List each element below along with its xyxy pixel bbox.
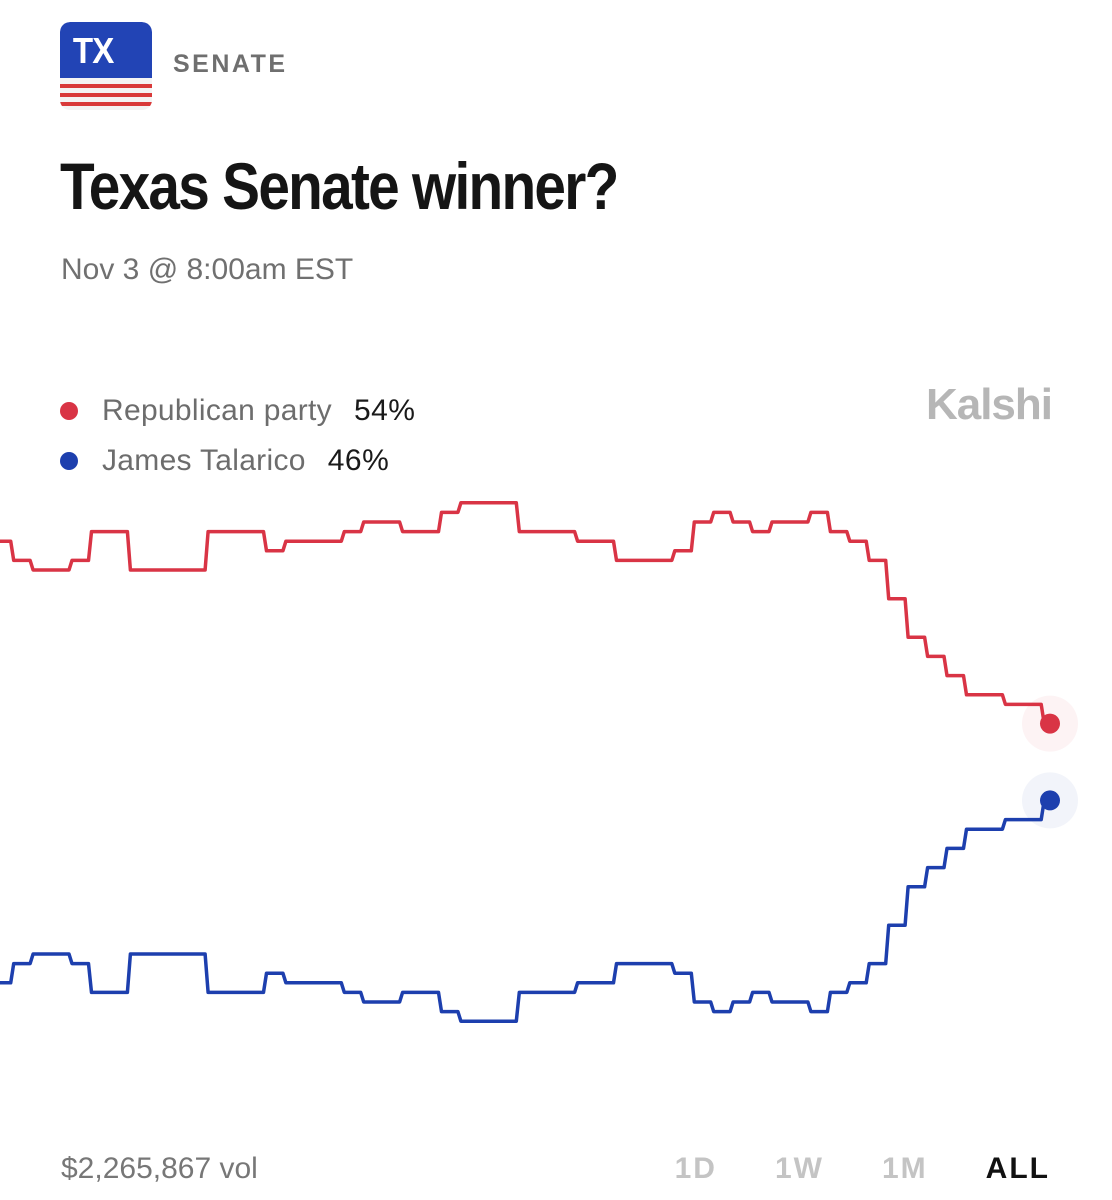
legend-item-republican[interactable]: Republican party 54%: [60, 386, 415, 436]
time-range-selector: 1D 1W 1M ALL: [617, 1152, 1050, 1186]
kalshi-logo: Kalshi: [925, 380, 1053, 429]
republican-endpoint-dot: [1040, 713, 1060, 734]
market-category: SENATE: [173, 50, 288, 78]
chart-legend: Republican party 54% James Talarico 46%: [60, 386, 415, 486]
legend-percent: 54%: [353, 394, 416, 427]
price-chart[interactable]: [0, 500, 1112, 1120]
volume-label: $2,265,867 vol: [61, 1152, 258, 1185]
legend-percent: 46%: [327, 444, 390, 477]
badge-stripe: [60, 102, 152, 106]
state-badge: TX: [60, 22, 152, 110]
badge-blue-field: [60, 22, 152, 78]
range-button-1m[interactable]: 1M: [881, 1152, 928, 1185]
talarico-endpoint-dot: [1040, 790, 1060, 811]
range-button-1d[interactable]: 1D: [674, 1152, 717, 1185]
badge-stripe: [60, 84, 152, 88]
page-title: Texas Senate winner?: [60, 149, 619, 223]
range-button-1w[interactable]: 1W: [774, 1152, 824, 1185]
badge-stripe: [60, 93, 152, 97]
range-button-all[interactable]: ALL: [985, 1152, 1050, 1185]
democrat-dot-icon: [60, 452, 78, 470]
legend-label: Republican party: [102, 394, 332, 427]
legend-label: James Talarico: [102, 444, 306, 477]
republican-series-line: [0, 501, 1050, 726]
talarico-series-line: [0, 798, 1050, 1023]
market-date: Nov 3 @ 8:00am EST: [61, 253, 354, 286]
badge-state-code: TX: [72, 30, 114, 71]
republican-dot-icon: [60, 402, 78, 420]
legend-item-talarico[interactable]: James Talarico 46%: [60, 436, 415, 486]
